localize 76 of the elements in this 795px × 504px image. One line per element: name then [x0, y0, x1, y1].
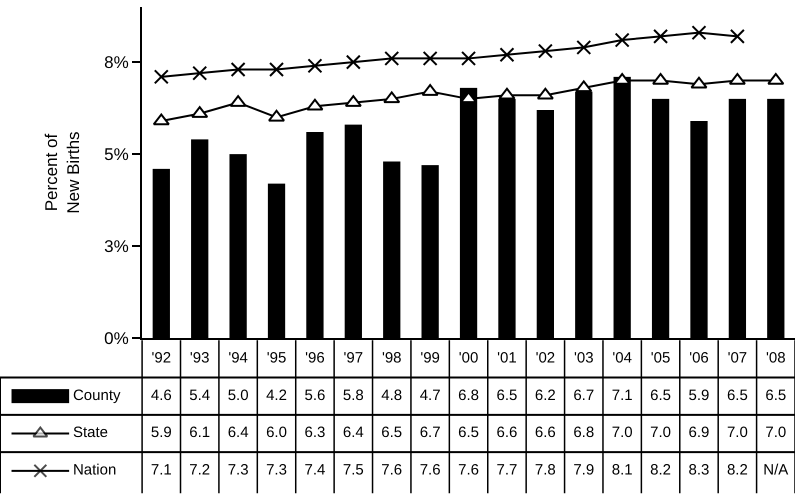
data-label: 6.9 — [688, 424, 710, 442]
data-label: 8.3 — [688, 462, 710, 479]
data-label: 7.6 — [420, 462, 441, 479]
data-label: 7.5 — [342, 462, 364, 479]
data-label: 7.1 — [150, 462, 172, 479]
data-label: 6.3 — [304, 424, 326, 442]
data-label: 8.1 — [612, 462, 633, 479]
data-label: 6.7 — [420, 424, 441, 442]
x-tick-label: '96 — [305, 350, 325, 367]
data-label: 6.5 — [458, 424, 479, 442]
x-tick-label: '93 — [190, 350, 210, 367]
data-label: 7.0 — [726, 424, 748, 442]
data-label: 5.4 — [189, 386, 210, 404]
x-tick-label: '94 — [228, 350, 248, 367]
data-label: 7.2 — [189, 462, 210, 479]
x-tick-label: '02 — [536, 350, 556, 367]
y-tick-label: 3% — [104, 237, 129, 256]
x-tick-label: '99 — [420, 350, 440, 367]
x-tick-label: '92 — [152, 350, 172, 367]
data-label: 6.6 — [496, 424, 518, 442]
data-label: 7.1 — [612, 386, 633, 404]
data-label: 7.9 — [573, 462, 594, 479]
data-label: 6.5 — [765, 386, 786, 404]
data-label: 5.0 — [228, 386, 249, 404]
data-label: 6.0 — [266, 424, 287, 442]
data-label: 7.3 — [228, 462, 249, 479]
data-label: 5.9 — [688, 386, 710, 404]
x-tick-label: '06 — [689, 350, 709, 367]
data-label: 6.8 — [458, 386, 479, 404]
text: N/A — [763, 462, 788, 479]
data-label: 7.0 — [612, 424, 633, 442]
data-label: 7.7 — [496, 462, 518, 479]
x-tick-label: '05 — [650, 350, 670, 367]
data-label: 5.9 — [150, 424, 172, 442]
data-label: 7.6 — [381, 462, 402, 479]
data-label: 6.2 — [534, 386, 556, 404]
y-tick-label: 5% — [104, 145, 129, 164]
data-label: 4.2 — [266, 386, 287, 404]
data-label: 7.0 — [650, 424, 672, 442]
x-tick-label: '07 — [728, 350, 748, 367]
data-label: 6.5 — [496, 386, 518, 404]
data-label: 4.7 — [420, 386, 441, 404]
data-label: 8.2 — [650, 462, 672, 479]
data-label: 6.5 — [726, 386, 748, 404]
x-tick-label: '95 — [266, 350, 286, 367]
x-tick-label: '01 — [497, 350, 517, 367]
data-label: 7.8 — [534, 462, 556, 479]
x-tick-label: '98 — [382, 350, 402, 367]
x-tick-label: '97 — [344, 350, 364, 367]
y-axis-title: Percent of New Births — [42, 131, 84, 214]
data-label: 6.5 — [381, 424, 402, 442]
data-label: 4.6 — [150, 386, 172, 404]
y-tick-label: 0% — [104, 329, 129, 348]
data-label: 7.6 — [458, 462, 479, 479]
data-label: 6.7 — [573, 386, 594, 404]
data-label: 6.1 — [189, 424, 210, 442]
data-label: 4.8 — [381, 386, 402, 404]
x-tick-label: '08 — [766, 350, 786, 367]
data-label: 5.6 — [304, 386, 326, 404]
x-tick-label: '03 — [574, 350, 594, 367]
data-label: 6.8 — [573, 424, 594, 442]
data-label: 7.3 — [266, 462, 287, 479]
data-label: 6.4 — [342, 424, 364, 442]
legend-label: Nation — [72, 462, 116, 479]
data-label: 7.4 — [304, 462, 326, 479]
legend-label: County — [72, 386, 121, 404]
data-label: 7.0 — [765, 424, 786, 442]
data-label: 8.2 — [726, 462, 748, 479]
x-tick-label: '04 — [612, 350, 632, 367]
data-label: 6.4 — [228, 424, 249, 442]
x-tick-label: '00 — [458, 350, 478, 367]
legend-label: State — [72, 424, 108, 442]
data-label: 6.5 — [650, 386, 672, 404]
data-label: 5.8 — [342, 386, 364, 404]
y-tick-label: 8% — [104, 53, 129, 72]
data-label: 6.6 — [534, 424, 556, 442]
